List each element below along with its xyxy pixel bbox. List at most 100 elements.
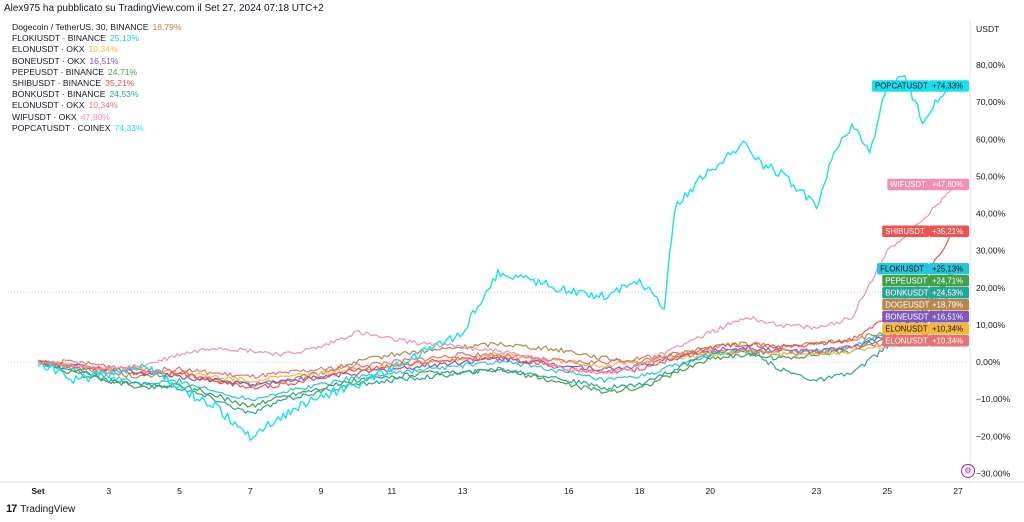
badge-value: +16,51% xyxy=(932,312,963,321)
series-legend: Dogecoin / TetherUS, 30, BINANCE 18,79% FL… xyxy=(12,22,182,134)
badge-label-bg xyxy=(882,286,929,299)
legend-entry[interactable]: Dogecoin / TetherUS, 30, BINANCE 18,79% xyxy=(12,22,182,33)
badge-symbol: POPCATUSDT xyxy=(875,82,928,91)
series-line-wifusdt[interactable] xyxy=(37,184,956,375)
badge-value: +47,80% xyxy=(932,180,963,189)
series-line-pepeusdt[interactable] xyxy=(37,269,955,408)
badge-symbol: ELONUSDT xyxy=(885,336,928,345)
badge-symbol: BONKUSDT xyxy=(885,288,929,297)
badge-label-bg xyxy=(872,80,929,92)
x-tick-label: Set xyxy=(31,486,45,496)
y-tick-label: 10,00% xyxy=(976,320,1006,330)
x-tick-label: 23 xyxy=(812,486,822,496)
x-tick-label: 11 xyxy=(387,486,396,496)
legend-symbol: BONEUSDT · OKX xyxy=(12,55,86,66)
legend-symbol: FLOKIUSDT · BINANCE xyxy=(12,33,106,44)
y-tick-label: −30,00% xyxy=(976,468,1011,478)
chart-settings-icon[interactable]: ⚙ xyxy=(961,464,975,478)
badge-symbol: DOGEUSDT xyxy=(885,300,929,309)
price-badge-pepeusdt: PEPEUSDT +24,71% xyxy=(882,274,969,287)
x-tick-label: 16 xyxy=(564,486,574,496)
badge-symbol: WIFUSDT xyxy=(890,180,926,189)
badge-value: +10,34% xyxy=(932,336,963,345)
series-line-shibusdt[interactable] xyxy=(37,230,955,390)
badge-value-bg xyxy=(929,334,969,347)
legend-entry[interactable]: FLOKIUSDT · BINANCE 25,13% xyxy=(12,33,182,44)
legend-entry[interactable]: BONKUSDT · BINANCE 24,53% xyxy=(12,89,182,100)
legend-entry[interactable]: ELONUSDT · OKX 10,34% xyxy=(12,100,182,111)
legend-percent: 10,34% xyxy=(88,44,118,55)
x-tick-label: 5 xyxy=(177,486,182,496)
legend-percent: 10,34% xyxy=(88,100,118,111)
x-tick-label: 3 xyxy=(106,486,111,496)
legend-symbol: Dogecoin / TetherUS, 30, BINANCE xyxy=(12,22,149,32)
badge-label-bg xyxy=(882,274,929,287)
badge-label-bg xyxy=(877,262,929,275)
badge-symbol: PEPEUSDT xyxy=(885,276,927,285)
badge-value-bg xyxy=(929,80,969,92)
legend-symbol: PEPEUSDT · BINANCE xyxy=(12,66,105,77)
y-tick-label: −20,00% xyxy=(976,431,1011,441)
series-line-popcatusdt[interactable] xyxy=(37,74,955,442)
price-badge-dogeusdt: DOGEUSDT +18,79% xyxy=(882,298,969,311)
footer-brand-label: TradingView xyxy=(20,503,76,515)
legend-percent: 47,80% xyxy=(80,111,110,122)
y-tick-label: 50,00% xyxy=(976,171,1006,181)
price-badge-boneusdt: BONEUSDT +16,51% xyxy=(882,310,969,323)
badge-value-bg xyxy=(929,298,969,311)
legend-percent: 35,21% xyxy=(105,78,135,89)
series-line-flokiusdt[interactable] xyxy=(38,268,956,401)
price-badge-elonusdt: ELONUSDT +10,34% xyxy=(882,334,969,347)
series-line-boneusdt[interactable] xyxy=(37,299,955,388)
footer-brand: 17 TradingView xyxy=(6,503,75,515)
badge-symbol: SHIBUSDT xyxy=(885,227,925,236)
badge-label-bg xyxy=(882,322,929,335)
legend-percent: 24,71% xyxy=(108,66,138,77)
badge-label-bg xyxy=(882,334,929,347)
published-header: Alex975 ha pubblicato su TradingView.com… xyxy=(4,3,324,14)
badge-value: +24,71% xyxy=(932,276,963,285)
legend-percent: 18,79% xyxy=(152,22,182,32)
y-tick-label: 0,00% xyxy=(976,357,1001,367)
badge-value-bg xyxy=(929,286,969,299)
badge-value: +24,53% xyxy=(932,288,963,297)
x-tick-label: 9 xyxy=(319,486,324,496)
y-tick-label: 40,00% xyxy=(976,209,1006,219)
series-line-bonkusdt[interactable] xyxy=(37,270,956,415)
legend-entry[interactable]: BONEUSDT · OKX 16,51% xyxy=(12,56,182,67)
series-line-elonusdt[interactable] xyxy=(37,323,955,379)
legend-percent: 16,51% xyxy=(89,55,119,66)
y-tick-label: 60,00% xyxy=(976,134,1006,144)
legend-entry[interactable]: SHIBUSDT · BINANCE 35,21% xyxy=(12,78,182,89)
legend-symbol: BONKUSDT · BINANCE xyxy=(12,89,106,100)
badge-label-bg xyxy=(882,298,929,311)
badge-value-bg xyxy=(929,310,969,323)
badge-value-bg xyxy=(929,274,969,287)
legend-entry[interactable]: PEPEUSDT · BINANCE 24,71% xyxy=(12,67,182,78)
y-tick-label: 70,00% xyxy=(976,97,1006,107)
y-tick-label: 80,00% xyxy=(976,60,1006,70)
x-tick-label: 20 xyxy=(706,486,716,496)
badge-value: +25,13% xyxy=(932,264,963,273)
x-tick-label: 25 xyxy=(882,486,892,496)
badge-label-bg xyxy=(887,178,929,191)
legend-entry[interactable]: WIFUSDT · OKX 47,80% xyxy=(12,112,182,123)
x-tick-label: 27 xyxy=(953,486,963,496)
price-badge-elonusdt: ELONUSDT +10,34% xyxy=(882,322,969,335)
legend-entry[interactable]: ELONUSDT · OKX 10,34% xyxy=(12,44,182,55)
badge-label-bg xyxy=(882,310,929,323)
legend-symbol: ELONUSDT · OKX xyxy=(12,44,85,55)
legend-percent: 74,33% xyxy=(114,122,144,133)
price-badge-shibusdt: SHIBUSDT +35,21% xyxy=(882,225,969,238)
price-axis-currency: USDT xyxy=(976,24,1000,34)
badge-value-bg xyxy=(929,262,969,275)
badge-label-bg xyxy=(882,225,929,238)
legend-entry[interactable]: POPCATUSDT · COINEX 74,33% xyxy=(12,123,182,134)
badge-value: +18,79% xyxy=(932,300,963,309)
badge-value: +74,33% xyxy=(932,82,963,91)
y-tick-label: 20,00% xyxy=(976,283,1006,293)
legend-symbol: WIFUSDT · OKX xyxy=(12,111,77,122)
badge-value-bg xyxy=(929,225,969,238)
price-badge-bonkusdt: BONKUSDT +24,53% xyxy=(882,286,969,299)
